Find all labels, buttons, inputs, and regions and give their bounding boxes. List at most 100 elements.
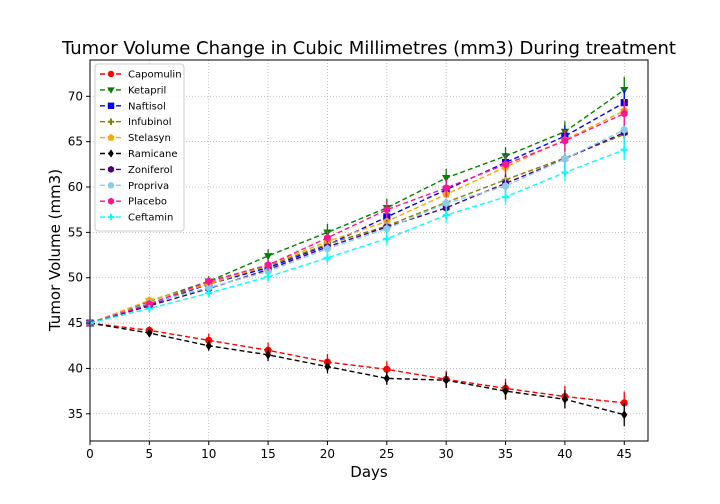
chart-title: Tumor Volume Change in Cubic Millimetres…: [61, 38, 676, 59]
legend-item-infubinol: Infubinol: [100, 117, 172, 128]
series-placebo: [86, 101, 628, 328]
legend-marker-placebo: [107, 197, 115, 205]
legend-label-ketapril: Ketapril: [128, 85, 166, 96]
data-point-ketapril: [442, 175, 451, 183]
data-point-propriva: [620, 126, 628, 134]
series-line-capomulin: [89, 322, 625, 404]
x-tick-label: 5: [146, 447, 154, 461]
legend-label-stelasyn: Stelasyn: [128, 133, 171, 144]
x-tick-label: 30: [439, 447, 454, 461]
legend-label-infubinol: Infubinol: [128, 117, 172, 128]
x-tick-label: 25: [379, 447, 394, 461]
data-point-propriva: [205, 284, 213, 292]
legend-item-ramicane: Ramicane: [100, 149, 178, 160]
x-tick-label: 35: [498, 447, 513, 461]
data-point-placebo: [324, 233, 331, 242]
data-point-ceftamin: [205, 289, 213, 297]
series-line-infubinol: [89, 133, 625, 324]
series-line-ceftamin: [89, 149, 625, 324]
data-point-ketapril: [263, 253, 273, 261]
data-point-ceftamin: [264, 273, 272, 281]
legend-label-naftisol: Naftisol: [128, 101, 166, 112]
data-point-propriva: [442, 199, 450, 207]
data-point-ceftamin: [145, 304, 153, 313]
series-line-stelasyn: [89, 110, 625, 324]
legend-item-placebo: Placebo: [100, 197, 167, 208]
y-tick-label: 65: [68, 135, 83, 149]
series-propriva: [86, 118, 628, 327]
legend-marker-naftisol: [107, 102, 115, 109]
series-line-zoniferol: [89, 131, 625, 324]
data-point-ramicane: [561, 394, 568, 404]
data-point-ceftamin: [561, 168, 569, 177]
y-tick-label: 60: [68, 180, 83, 194]
data-point-capomulin: [383, 365, 391, 373]
data-point-propriva: [501, 182, 510, 190]
data-point-propriva: [264, 267, 272, 275]
legend-marker-ramicane: [108, 149, 114, 158]
legend-marker-stelasyn: [107, 133, 115, 141]
legend-item-ketapril: Ketapril: [100, 85, 166, 96]
data-point-ramicane: [324, 361, 331, 372]
plot-frame: [89, 59, 649, 442]
series-ramicane: [86, 318, 628, 427]
legend-item-ceftamin: Ceftamin: [100, 213, 173, 224]
data-point-ceftamin: [442, 211, 450, 219]
legend-marker-capomulin: [107, 70, 115, 78]
legend-marker-infubinol: [107, 118, 115, 125]
data-point-placebo: [145, 300, 153, 308]
legend-marker-propriva: [107, 182, 115, 189]
x-tick-label: 40: [557, 447, 572, 461]
legend-marker-zoniferol: [107, 165, 115, 173]
series-line-propriva: [89, 129, 625, 324]
legend-item-naftisol: Naftisol: [100, 101, 166, 112]
legend-item-capomulin: Capomulin: [100, 70, 182, 81]
y-tick-label: 35: [68, 407, 83, 421]
data-point-ramicane: [621, 410, 628, 420]
data-point-propriva: [323, 245, 332, 253]
x-tick-label: 10: [201, 447, 216, 461]
x-tick-label: 0: [86, 447, 94, 461]
x-tick-label: 20: [320, 447, 335, 461]
data-point-ramicane: [443, 375, 450, 385]
x-tick-label: 45: [617, 447, 632, 461]
data-point-ceftamin: [620, 146, 628, 154]
data-point-ceftamin: [323, 254, 332, 262]
data-point-placebo: [205, 277, 213, 286]
y-tick-label: 50: [68, 271, 83, 285]
legend-label-capomulin: Capomulin: [128, 70, 182, 81]
x-tick-label: 15: [260, 447, 275, 461]
legend-marker-ceftamin: [107, 213, 115, 221]
legend-item-zoniferol: Zoniferol: [100, 165, 173, 176]
data-point-ramicane: [265, 350, 272, 360]
data-point-placebo: [561, 136, 569, 145]
y-tick-label: 70: [68, 89, 83, 103]
data-point-ramicane: [146, 328, 153, 338]
y-axis-title: Tumor Volume (mm3): [46, 169, 64, 332]
legend-label-propriva: Propriva: [128, 181, 169, 192]
legend-label-zoniferol: Zoniferol: [128, 165, 173, 176]
y-tick-label: 55: [68, 225, 83, 239]
data-point-placebo: [383, 205, 391, 214]
axis-ticks: 0 5 10 15 20 25 30 35 40 45 35 40 45 50 55 60 65 70: [68, 89, 632, 461]
data-point-capomulin: [205, 336, 213, 344]
data-point-placebo: [264, 261, 272, 269]
data-point-ramicane: [205, 341, 212, 351]
series-line-ramicane: [89, 322, 625, 416]
data-point-ramicane: [502, 386, 509, 396]
legend: Capomulin Ketapril Naftisol Infubinol Stelas…: [94, 63, 185, 232]
data-point-propriva: [561, 155, 569, 163]
legend-label-ceftamin: Ceftamin: [128, 213, 173, 224]
legend-marker-ketapril: [107, 87, 115, 94]
data-point-placebo: [442, 183, 450, 192]
data-point-propriva: [383, 225, 391, 233]
y-tick-label: 40: [68, 361, 83, 375]
y-tick-label: 45: [68, 316, 83, 330]
data-point-ceftamin: [383, 235, 391, 243]
legend-item-propriva: Propriva: [100, 181, 169, 192]
legend-label-placebo: Placebo: [128, 197, 167, 208]
data-point-placebo: [620, 109, 628, 118]
legend-item-stelasyn: Stelasyn: [100, 133, 171, 144]
x-axis-title: Days: [350, 463, 388, 481]
